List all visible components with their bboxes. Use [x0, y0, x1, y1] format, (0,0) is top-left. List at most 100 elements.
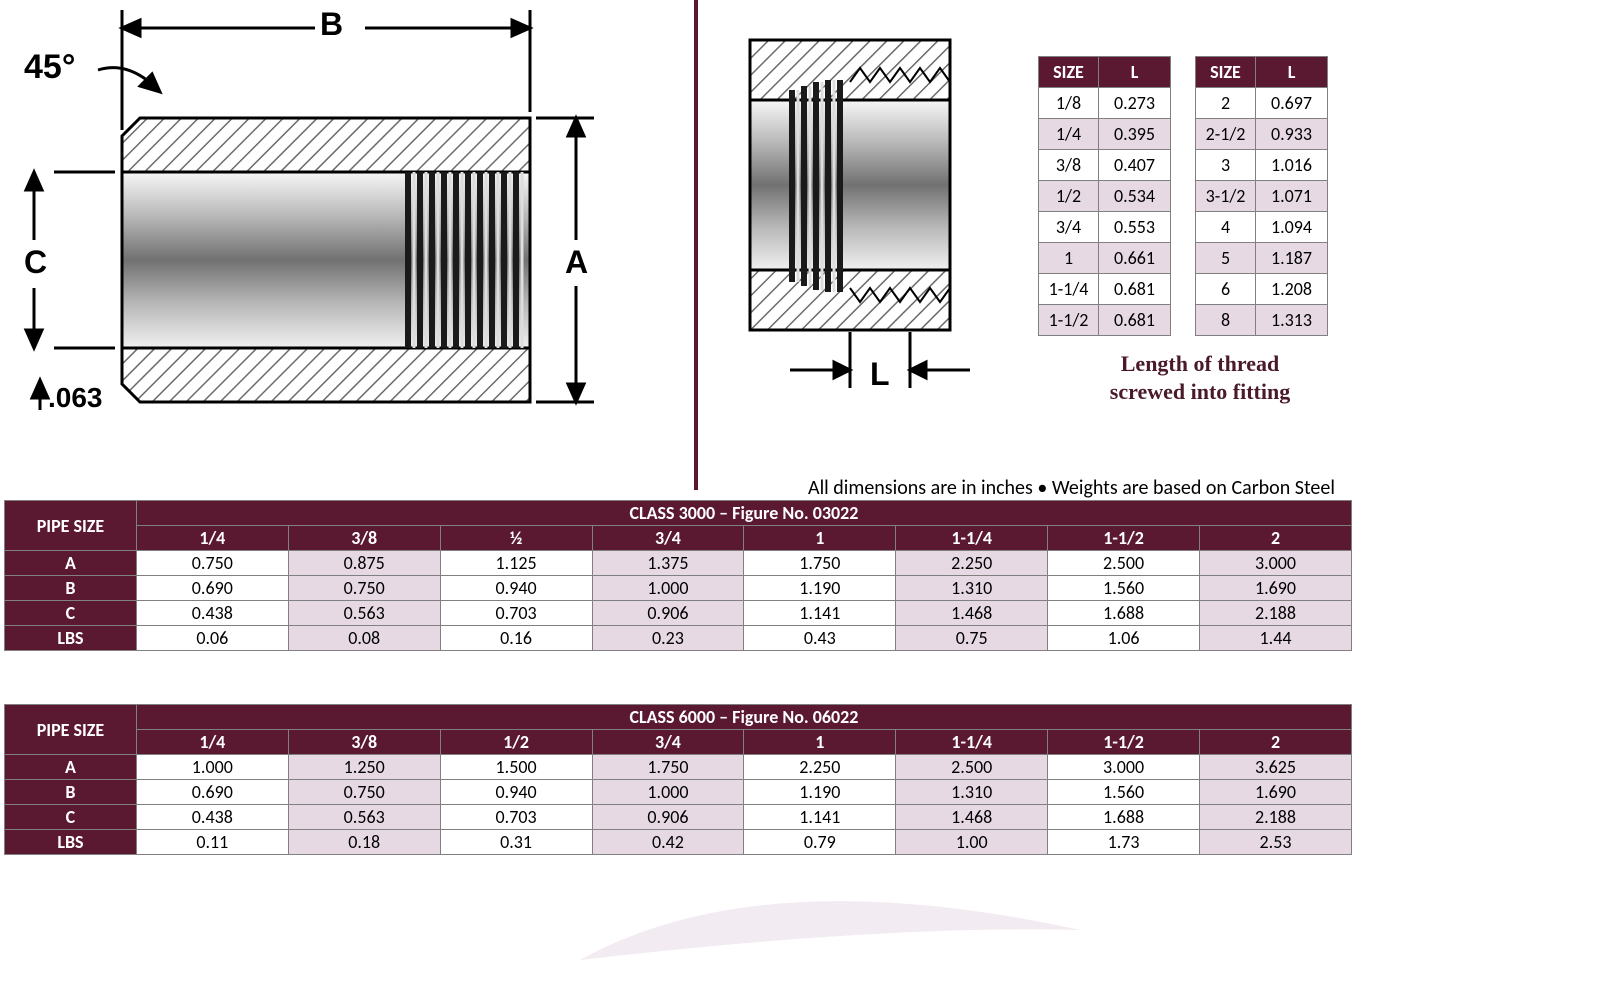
spec-cell: 1.06: [1048, 626, 1200, 651]
vertical-divider: [694, 0, 698, 490]
spec-cell: 1.500: [440, 755, 592, 780]
size-table-cell: 2: [1196, 88, 1256, 119]
size-table-row: 2-1/20.933: [1196, 119, 1328, 150]
size-table-row: 51.187: [1196, 243, 1328, 274]
size-table-cell: 0.681: [1099, 274, 1171, 305]
spec-cell: 1.690: [1200, 780, 1352, 805]
spec-size-hdr: 2: [1200, 526, 1352, 551]
spec-cell: 0.750: [288, 576, 440, 601]
size-table-2-hdr-L: L: [1256, 57, 1328, 88]
dimensions-note: All dimensions are in inches • Weights a…: [808, 476, 1335, 500]
spec-cell: 0.563: [288, 601, 440, 626]
spec-cell: 0.23: [592, 626, 744, 651]
spec-cell: 1.190: [744, 576, 896, 601]
size-table-cell: 3/8: [1039, 150, 1099, 181]
spec-cell: 1.44: [1200, 626, 1352, 651]
size-table-cell: 1/8: [1039, 88, 1099, 119]
spec-cell: 1.468: [896, 805, 1048, 830]
spec-cell: 2.188: [1200, 601, 1352, 626]
spec-cell: 1.310: [896, 780, 1048, 805]
spec-cell: 0.940: [440, 576, 592, 601]
size-table-cell: 3: [1196, 150, 1256, 181]
size-table-cell: 0.407: [1099, 150, 1171, 181]
size-table-row: 1/20.534: [1039, 181, 1171, 212]
spec-cell: 0.703: [440, 601, 592, 626]
spec-cell: 0.703: [440, 805, 592, 830]
size-table-row: 81.313: [1196, 305, 1328, 336]
spec-row: C0.4380.5630.7030.9061.1411.4681.6882.18…: [5, 601, 1352, 626]
spec-cell: 0.690: [136, 780, 288, 805]
spec-row-label: C: [5, 805, 137, 830]
spec-size-hdr: 1-1/4: [896, 730, 1048, 755]
spec-cell: 2.500: [896, 755, 1048, 780]
watermark-swoosh: [580, 840, 1080, 980]
size-table-cell: 5: [1196, 243, 1256, 274]
size-table-row: 3-1/21.071: [1196, 181, 1328, 212]
spec-row: C0.4380.5630.7030.9061.1411.4681.6882.18…: [5, 805, 1352, 830]
spec-cell: 0.16: [440, 626, 592, 651]
size-table-2: SIZE L 20.6972-1/20.93331.0163-1/21.0714…: [1195, 56, 1328, 336]
spec-cell: 0.690: [136, 576, 288, 601]
spec-cell: 1.141: [744, 805, 896, 830]
size-table-1-hdr-L: L: [1099, 57, 1171, 88]
spec-cell: 2.250: [896, 551, 1048, 576]
size-table-cell: 1/4: [1039, 119, 1099, 150]
spec-cell: 1.000: [592, 576, 744, 601]
spec-row: LBS0.060.080.160.230.430.751.061.44: [5, 626, 1352, 651]
size-table-cell: 0.933: [1256, 119, 1328, 150]
dim-C-label: C: [24, 244, 47, 281]
spec-row-label: C: [5, 601, 137, 626]
size-table-1: SIZE L 1/80.2731/40.3953/80.4071/20.5343…: [1038, 56, 1171, 336]
size-table-cell: 1.187: [1256, 243, 1328, 274]
size-table-cell: 1-1/2: [1039, 305, 1099, 336]
spec-cell: 2.500: [1048, 551, 1200, 576]
size-table-row: 3/80.407: [1039, 150, 1171, 181]
spec-cell: 1.310: [896, 576, 1048, 601]
dim-chamfer-label: .063: [48, 382, 103, 414]
spec-cell: 1.000: [592, 780, 744, 805]
size-table-cell: 8: [1196, 305, 1256, 336]
spec-size-hdr: 1: [744, 730, 896, 755]
spec-cell: 1.141: [744, 601, 896, 626]
spec-cell: 1.000: [136, 755, 288, 780]
spec-size-hdr: 1/4: [136, 730, 288, 755]
size-table-row: 1-1/20.681: [1039, 305, 1171, 336]
spec-size-hdr: 3/4: [592, 730, 744, 755]
spec-cell: 1.560: [1048, 780, 1200, 805]
spec-cell: 0.906: [592, 601, 744, 626]
spec-cell: 0.43: [744, 626, 896, 651]
size-table-cell: 6: [1196, 274, 1256, 305]
spec-row-label: LBS: [5, 830, 137, 855]
spec-cell: 0.11: [136, 830, 288, 855]
spec-cell: 1.688: [1048, 805, 1200, 830]
spec-cell: 3.000: [1048, 755, 1200, 780]
spec3000-pipesize-hdr: PIPE SIZE: [5, 501, 137, 551]
size-table-row: 3/40.553: [1039, 212, 1171, 243]
dim-L-label: L: [870, 356, 890, 393]
spec-cell: 0.563: [288, 805, 440, 830]
dim-A-label: A: [565, 244, 588, 281]
diagram-left-svg: [10, 0, 670, 430]
spec-size-hdr: 2: [1200, 730, 1352, 755]
spec-cell: 1.468: [896, 601, 1048, 626]
spec-row: A0.7500.8751.1251.3751.7502.2502.5003.00…: [5, 551, 1352, 576]
caption-line1: Length of thread: [1121, 351, 1280, 376]
size-table-cell: 0.273: [1099, 88, 1171, 119]
size-table-1-hdr-size: SIZE: [1039, 57, 1099, 88]
spec-cell: 0.75: [896, 626, 1048, 651]
spec-cell: 0.438: [136, 601, 288, 626]
spec-row-label: B: [5, 576, 137, 601]
dim-angle-label: 45°: [24, 48, 75, 87]
spec-size-hdr: 1/4: [136, 526, 288, 551]
diagram-right: L: [720, 20, 1040, 420]
spec-cell: 1.560: [1048, 576, 1200, 601]
spec-cell: 1.125: [440, 551, 592, 576]
spec-row: B0.6900.7500.9401.0001.1901.3101.5601.69…: [5, 576, 1352, 601]
spec-cell: 0.750: [288, 780, 440, 805]
size-table-row: 61.208: [1196, 274, 1328, 305]
spec-size-hdr: 1-1/2: [1048, 526, 1200, 551]
spec3000-title: CLASS 3000 – Figure No. 03022: [136, 501, 1351, 526]
size-table-cell: 3-1/2: [1196, 181, 1256, 212]
spec-cell: 0.940: [440, 780, 592, 805]
size-table-row: 41.094: [1196, 212, 1328, 243]
